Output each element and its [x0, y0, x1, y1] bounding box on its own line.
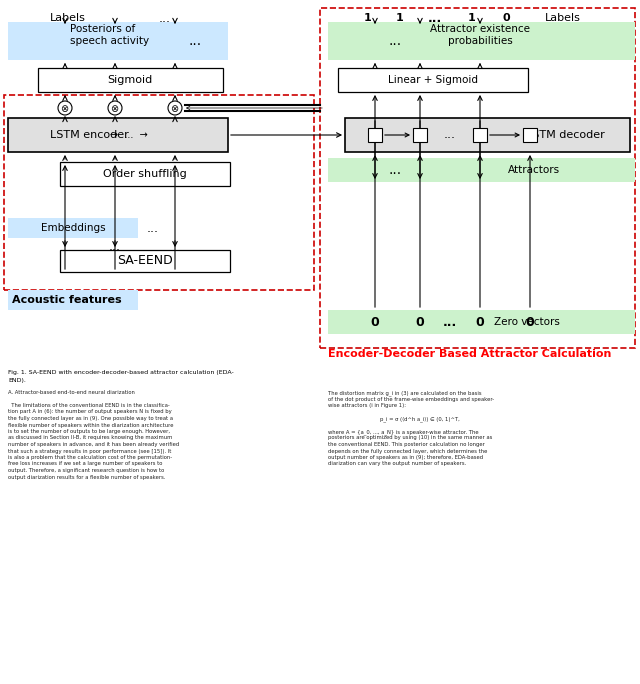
Bar: [320, 8, 635, 348]
Text: 0: 0: [476, 315, 484, 328]
Bar: [60, 250, 230, 272]
Text: 0: 0: [371, 315, 380, 328]
Text: LSTM encoder: LSTM encoder: [50, 130, 129, 140]
Bar: [328, 22, 635, 60]
Text: Order shuffling: Order shuffling: [103, 169, 187, 179]
Bar: [60, 162, 230, 186]
Text: 0: 0: [502, 13, 510, 23]
Text: $\otimes$: $\otimes$: [60, 103, 70, 114]
Text: ...: ...: [188, 34, 202, 48]
Bar: [328, 310, 635, 334]
Text: number of speakers in advance, and it has been already verified: number of speakers in advance, and it ha…: [8, 442, 179, 447]
Text: output. Therefore, a significant research question is how to: output. Therefore, a significant researc…: [8, 468, 164, 473]
Text: Attractors: Attractors: [508, 165, 560, 175]
Text: Encoder-Decoder Based Attractor Calculation: Encoder-Decoder Based Attractor Calculat…: [328, 349, 611, 359]
Text: the fully connected layer as in (9). One possible way to treat a: the fully connected layer as in (9). One…: [8, 416, 173, 421]
Text: ...: ...: [159, 12, 171, 25]
Text: $\otimes$: $\otimes$: [170, 103, 180, 114]
Text: Fig. 1. SA-EEND with encoder-decoder-based attractor calculation (EDA-: Fig. 1. SA-EEND with encoder-decoder-bas…: [8, 370, 234, 375]
Text: END).: END).: [8, 378, 26, 383]
Bar: [523, 128, 537, 142]
Text: Zero vectors: Zero vectors: [494, 317, 560, 327]
Text: where A = {a_0, ..., a_N} is a speaker-wise attractor. The: where A = {a_0, ..., a_N} is a speaker-w…: [328, 429, 479, 435]
Bar: [8, 290, 138, 310]
Text: as discussed in Section II-B, it requires knowing the maximum: as discussed in Section II-B, it require…: [8, 436, 172, 440]
Text: ...: ...: [428, 12, 442, 25]
Bar: [8, 118, 228, 152]
Text: of the dot product of the frame-wise embeddings and speaker-: of the dot product of the frame-wise emb…: [328, 397, 494, 402]
Bar: [368, 128, 382, 142]
Text: Acoustic features: Acoustic features: [12, 295, 122, 305]
Text: 0: 0: [525, 315, 534, 328]
Text: 1: 1: [468, 13, 476, 23]
Bar: [473, 128, 487, 142]
Bar: [345, 118, 630, 152]
Text: SA-EEND: SA-EEND: [117, 254, 173, 267]
Text: Linear + Sigmoid: Linear + Sigmoid: [388, 75, 478, 85]
Circle shape: [168, 101, 182, 115]
Text: 0: 0: [415, 315, 424, 328]
Text: ...: ...: [388, 163, 401, 177]
Text: output number of speakers as in (9); therefore, EDA-based: output number of speakers as in (9); the…: [328, 455, 483, 460]
Text: ...: ...: [444, 129, 456, 142]
Text: $\otimes$: $\otimes$: [110, 103, 120, 114]
Text: wise attractors (i in Figure 1):: wise attractors (i in Figure 1):: [328, 403, 406, 408]
Text: ...: ...: [388, 34, 401, 48]
Text: depends on the fully connected layer, which determines the: depends on the fully connected layer, wh…: [328, 449, 488, 453]
Circle shape: [108, 101, 122, 115]
Text: Sigmoid: Sigmoid: [108, 75, 152, 85]
Text: ...: ...: [443, 315, 457, 328]
Text: that such a strategy results in poor performance (see [15]). It: that such a strategy results in poor per…: [8, 449, 172, 453]
Text: LSTM decoder: LSTM decoder: [526, 130, 605, 140]
Text: posteriors are optimized by using (10) in the same manner as: posteriors are optimized by using (10) i…: [328, 436, 492, 440]
Text: flexible number of speakers within the diarization architecture: flexible number of speakers within the d…: [8, 423, 173, 428]
Text: tion part A in (6): the number of output speakers N is fixed by: tion part A in (6): the number of output…: [8, 410, 172, 415]
Bar: [4, 95, 314, 290]
Text: Labels: Labels: [545, 13, 581, 23]
Text: 1: 1: [396, 13, 404, 23]
Text: 1: 1: [364, 13, 372, 23]
Text: →  ...  →: → ... →: [110, 130, 148, 140]
Bar: [338, 68, 528, 92]
Circle shape: [58, 101, 72, 115]
Bar: [328, 158, 635, 182]
Text: is to set the number of outputs to be large enough. However,: is to set the number of outputs to be la…: [8, 429, 170, 434]
Text: output diarization results for a flexible number of speakers.: output diarization results for a flexibl…: [8, 475, 166, 479]
Bar: [38, 68, 223, 92]
Text: The distortion matrix g_i in (3) are calculated on the basis: The distortion matrix g_i in (3) are cal…: [328, 390, 482, 395]
Text: is also a problem that the calculation cost of the permutation-: is also a problem that the calculation c…: [8, 455, 172, 460]
Text: diarization can vary the output number of speakers.: diarization can vary the output number o…: [328, 462, 467, 466]
Text: Labels: Labels: [50, 13, 86, 23]
Text: ...: ...: [109, 239, 121, 252]
Bar: [8, 22, 228, 60]
Text: The limitations of the conventional EEND is in the classifica-: The limitations of the conventional EEND…: [8, 403, 170, 408]
Bar: [413, 128, 427, 142]
Bar: [8, 218, 138, 238]
Text: Embeddings: Embeddings: [41, 223, 106, 233]
Text: p_i = σ (⟨d^h a_i⟩) ∈ (0, 1)^T,: p_i = σ (⟨d^h a_i⟩) ∈ (0, 1)^T,: [328, 416, 460, 422]
Text: Attractor existence
probabilities: Attractor existence probabilities: [430, 24, 530, 46]
Text: A. Attractor-based end-to-end neural diarization: A. Attractor-based end-to-end neural dia…: [8, 390, 135, 395]
Text: free loss increases if we set a large number of speakers to: free loss increases if we set a large nu…: [8, 462, 163, 466]
Text: ...: ...: [147, 222, 159, 235]
Text: the conventional EEND. This posterior calculation no longer: the conventional EEND. This posterior ca…: [328, 442, 485, 447]
Text: Posteriors of
speech activity: Posteriors of speech activity: [70, 24, 149, 46]
